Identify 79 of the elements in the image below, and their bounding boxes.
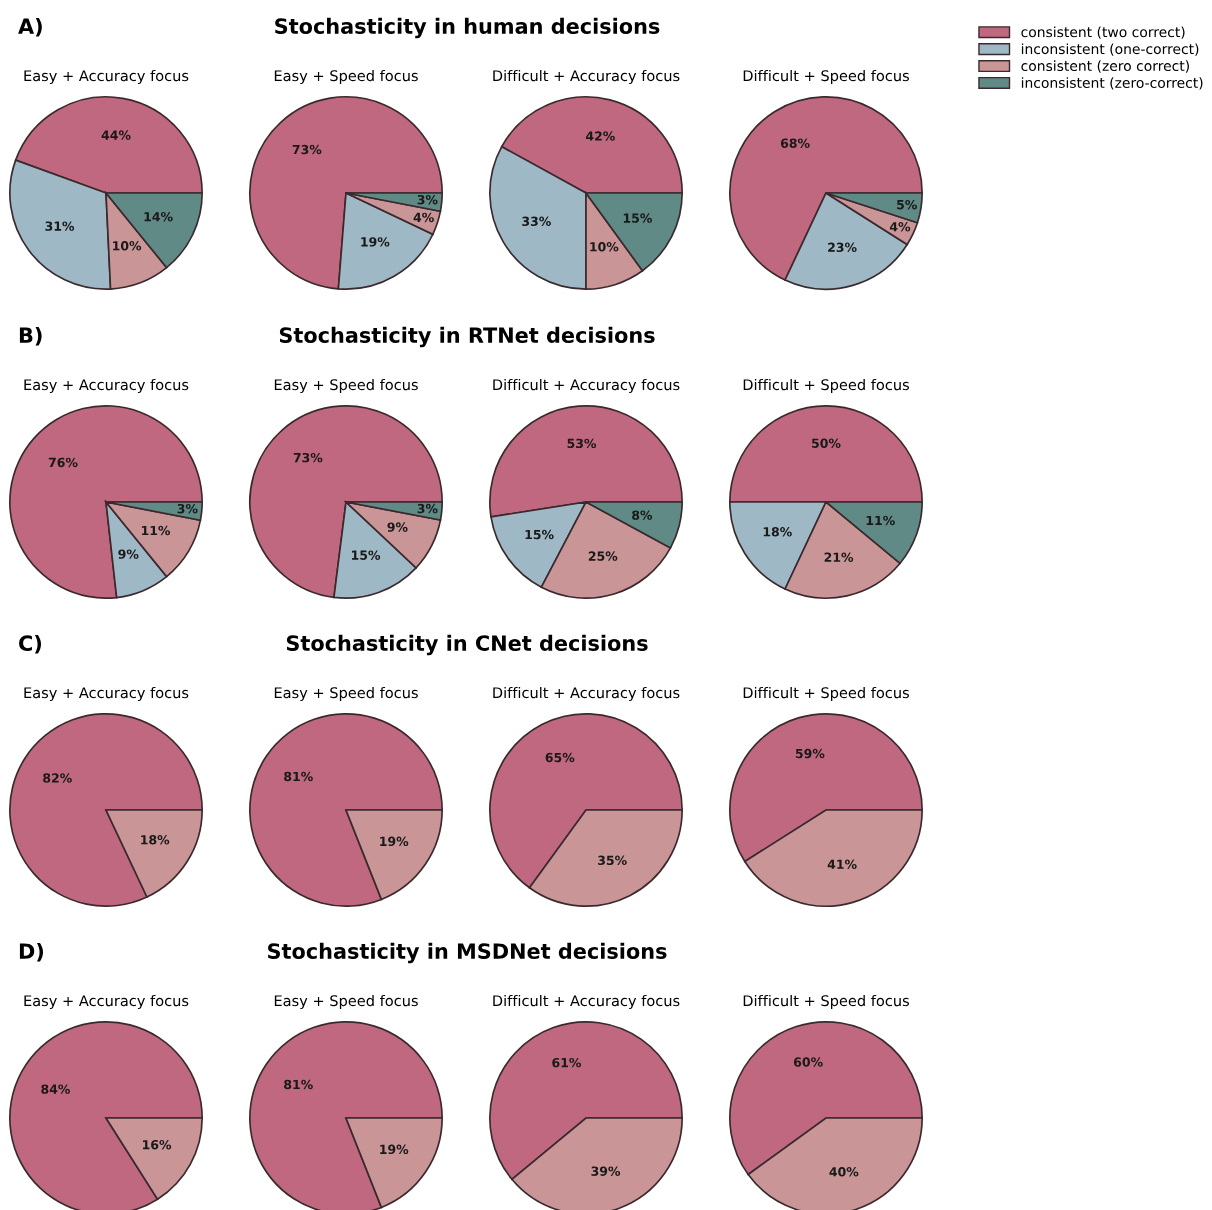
chart-title: Easy + Accuracy focus <box>24 378 189 394</box>
text: A) <box>18 17 42 37</box>
chart-title: Difficult + Speed focus <box>743 994 909 1010</box>
data-label: 11% <box>141 525 171 536</box>
chart-title: Easy + Accuracy focus <box>24 686 189 702</box>
data-label: 4% <box>413 212 434 223</box>
text: Stochasticity in CNet decisions <box>286 634 648 656</box>
chart-title: Easy + Accuracy focus <box>24 994 189 1010</box>
data-label: 42% <box>585 131 615 141</box>
data-label: 14% <box>144 211 173 222</box>
data-label: 73% <box>292 144 322 155</box>
data-label: 16% <box>143 1139 172 1150</box>
legend-label: consistent (two correct) <box>1021 26 1185 39</box>
data-label: 41% <box>827 859 857 870</box>
data-label: 3% <box>417 503 438 514</box>
data-label: 31% <box>45 221 75 231</box>
text: Stochasticity in MSDNet decisions <box>268 942 667 964</box>
pie-slice <box>9 405 203 599</box>
data-label: 23% <box>828 242 857 253</box>
data-label: 35% <box>598 855 627 866</box>
chart-title: Difficult + Accuracy focus <box>493 378 680 394</box>
data-label: 8% <box>632 510 653 520</box>
data-label: 61% <box>552 1057 582 1068</box>
data-label: 40% <box>829 1167 859 1177</box>
data-label: 33% <box>522 216 551 226</box>
data-label: 9% <box>118 549 139 559</box>
chart-title: Easy + Speed focus <box>274 686 418 702</box>
data-label: 53% <box>567 438 597 449</box>
pie-slice <box>249 405 443 599</box>
chart-title: Difficult + Speed focus <box>743 378 909 394</box>
data-label: 18% <box>141 835 170 845</box>
text: Easy + Accuracy focus <box>24 69 189 85</box>
chart-title: Easy + Speed focus <box>274 69 418 85</box>
text: B) <box>19 326 42 346</box>
data-label: 15% <box>351 550 381 560</box>
legend-label: inconsistent (zero-correct) <box>1021 77 1203 90</box>
chart-title: Difficult + Speed focus <box>743 69 909 85</box>
chart-title: Difficult + Accuracy focus <box>493 686 680 702</box>
data-label: 10% <box>113 241 142 251</box>
data-label: 65% <box>545 752 575 763</box>
data-label: 15% <box>623 213 652 223</box>
data-label: 11% <box>866 515 895 526</box>
data-label: 21% <box>824 552 854 562</box>
text: C) <box>19 634 42 654</box>
data-label: 50% <box>812 438 841 448</box>
data-label: 68% <box>780 138 810 148</box>
legend-label: consistent (zero correct) <box>1021 60 1189 73</box>
text: Stochasticity in RTNet decisions <box>279 326 655 348</box>
data-label: 25% <box>588 551 618 561</box>
pie-slice <box>249 96 443 290</box>
data-label: 44% <box>101 130 131 140</box>
data-label: 9% <box>387 522 408 532</box>
data-label: 81% <box>284 771 313 782</box>
legend-label: inconsistent (one-correct) <box>1021 43 1199 56</box>
data-label: 82% <box>43 773 72 783</box>
data-label: 10% <box>590 242 619 252</box>
chart-title: Easy + Speed focus <box>274 994 418 1010</box>
data-label: 3% <box>417 194 438 205</box>
data-label: 4% <box>889 221 911 232</box>
text: D) <box>19 942 44 962</box>
chart-title: Easy + Speed focus <box>274 378 418 394</box>
data-label: 5% <box>897 199 917 210</box>
data-label: 76% <box>48 457 78 468</box>
data-label: 59% <box>795 748 825 759</box>
data-label: 60% <box>793 1057 823 1067</box>
data-label: 19% <box>361 237 390 247</box>
chart-title: Difficult + Accuracy focus <box>493 69 680 85</box>
data-label: 39% <box>591 1166 621 1176</box>
chart-title: Difficult + Speed focus <box>743 686 909 702</box>
chart-title: Difficult + Accuracy focus <box>493 994 680 1010</box>
data-label: 81% <box>284 1079 313 1090</box>
data-label: 3% <box>177 503 198 514</box>
text: Stochasticity in human decisions <box>275 17 660 39</box>
data-label: 18% <box>763 527 792 537</box>
data-label: 15% <box>525 529 554 540</box>
data-label: 73% <box>293 452 323 463</box>
data-label: 84% <box>41 1084 71 1094</box>
data-label: 19% <box>380 836 409 847</box>
data-label: 19% <box>380 1144 409 1155</box>
